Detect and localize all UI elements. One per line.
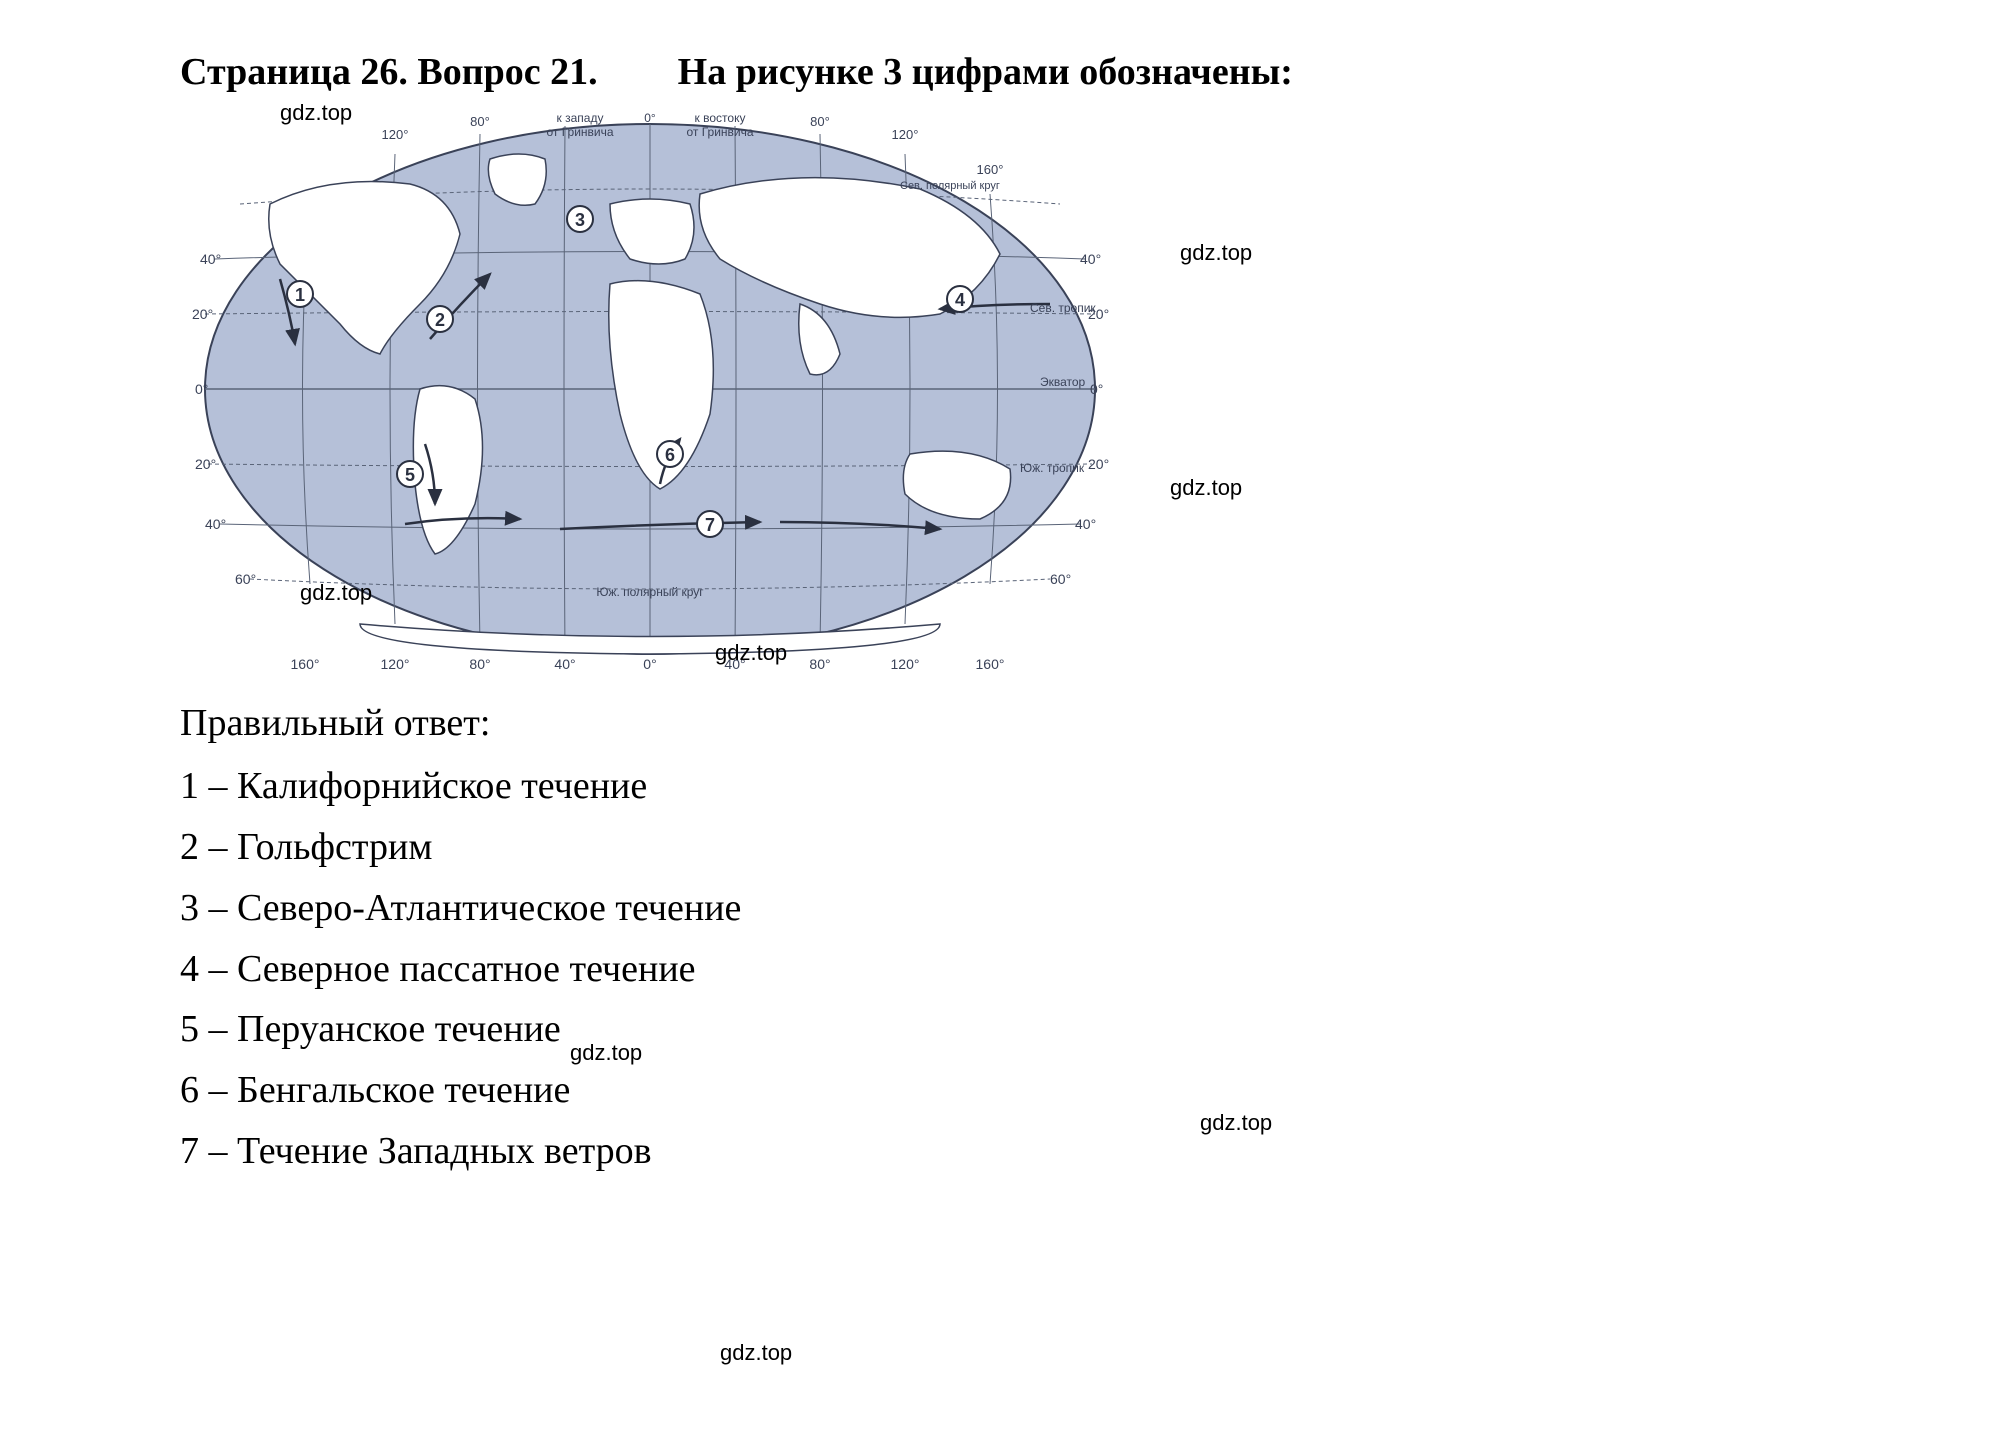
watermark: gdz.top — [280, 100, 352, 126]
svg-text:120°: 120° — [891, 656, 920, 672]
west-label: к западу — [557, 111, 604, 125]
svg-text:160°: 160° — [976, 656, 1005, 672]
svg-text:6: 6 — [665, 445, 675, 465]
svg-text:5: 5 — [405, 465, 415, 485]
svg-text:40°: 40° — [205, 516, 226, 532]
watermark: gdz.top — [1170, 475, 1242, 501]
answer-item-7: 7 – Течение Западных ветров — [180, 1122, 1820, 1181]
svg-text:20°: 20° — [1088, 456, 1109, 472]
answer-item-3: 3 – Северо-Атлантическое течение — [180, 879, 1820, 938]
svg-text:160°: 160° — [291, 656, 320, 672]
tropic-north-label: Сев. тропик — [1030, 301, 1096, 315]
map-marker-2: 2 — [427, 306, 453, 332]
svg-text:40°: 40° — [554, 656, 575, 672]
svg-text:120°: 120° — [381, 656, 410, 672]
svg-text:0°: 0° — [195, 381, 208, 397]
watermark: gdz.top — [1200, 1110, 1272, 1136]
map-marker-1: 1 — [287, 281, 313, 307]
answer-item-1: 1 – Калифорнийское течение — [180, 757, 1820, 816]
east-label: к востоку — [695, 111, 746, 125]
map-marker-3: 3 — [567, 206, 593, 232]
watermark: gdz.top — [1180, 240, 1252, 266]
svg-text:80°: 80° — [809, 656, 830, 672]
watermark: gdz.top — [300, 580, 372, 606]
polar-south-label: Юж. полярный круг — [596, 585, 704, 599]
answer-item-5: 5 – Перуанское течение — [180, 1000, 1820, 1059]
svg-text:120°: 120° — [382, 127, 409, 142]
svg-text:0°: 0° — [644, 111, 656, 125]
page-question-label: Страница 26. Вопрос 21. — [180, 50, 598, 94]
equator-label: Экватор — [1040, 375, 1086, 389]
map-marker-5: 5 — [397, 461, 423, 487]
svg-text:4: 4 — [955, 290, 965, 310]
svg-text:80°: 80° — [470, 114, 490, 129]
svg-text:20°: 20° — [192, 306, 213, 322]
svg-text:80°: 80° — [469, 656, 490, 672]
tropic-south-label: Юж. тропик — [1020, 461, 1085, 475]
map-marker-7: 7 — [697, 511, 723, 537]
map-marker-4: 4 — [947, 286, 973, 312]
svg-text:60°: 60° — [1050, 571, 1071, 587]
watermark: gdz.top — [570, 1040, 642, 1066]
svg-text:от Гринвича: от Гринвича — [546, 125, 613, 139]
answer-heading: Правильный ответ: — [180, 694, 1820, 753]
svg-text:80°: 80° — [810, 114, 830, 129]
svg-text:0°: 0° — [643, 656, 656, 672]
svg-text:2: 2 — [435, 310, 445, 330]
question-text: На рисунке 3 цифрами обозначены: — [678, 50, 1293, 94]
polar-north-label: Сев. полярный круг — [900, 180, 1000, 192]
svg-text:1: 1 — [295, 285, 305, 305]
svg-text:3: 3 — [575, 210, 585, 230]
watermark: gdz.top — [720, 1340, 792, 1366]
svg-text:40°: 40° — [1080, 251, 1101, 267]
svg-text:120°: 120° — [892, 127, 919, 142]
svg-text:7: 7 — [705, 515, 715, 535]
svg-text:0°: 0° — [1090, 381, 1103, 397]
answer-section: Правильный ответ: 1 – Калифорнийское теч… — [180, 694, 1820, 1181]
answer-item-4: 4 – Северное пассатное течение — [180, 940, 1820, 999]
map-marker-6: 6 — [657, 441, 683, 467]
answer-item-6: 6 – Бенгальское течение — [180, 1061, 1820, 1120]
svg-text:60°: 60° — [235, 571, 256, 587]
svg-text:20°: 20° — [195, 456, 216, 472]
svg-text:160°: 160° — [977, 162, 1004, 177]
answer-item-2: 2 – Гольфстрим — [180, 818, 1820, 877]
svg-text:40°: 40° — [200, 251, 221, 267]
watermark: gdz.top — [715, 640, 787, 666]
svg-text:40°: 40° — [1075, 516, 1096, 532]
svg-text:от Гринвича: от Гринвича — [686, 125, 753, 139]
